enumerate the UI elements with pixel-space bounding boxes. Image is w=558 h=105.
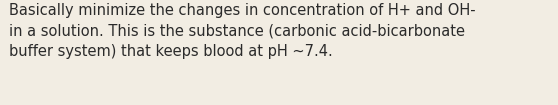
Text: Basically minimize the changes in concentration of H+ and OH-
in a solution. Thi: Basically minimize the changes in concen… — [9, 3, 475, 59]
